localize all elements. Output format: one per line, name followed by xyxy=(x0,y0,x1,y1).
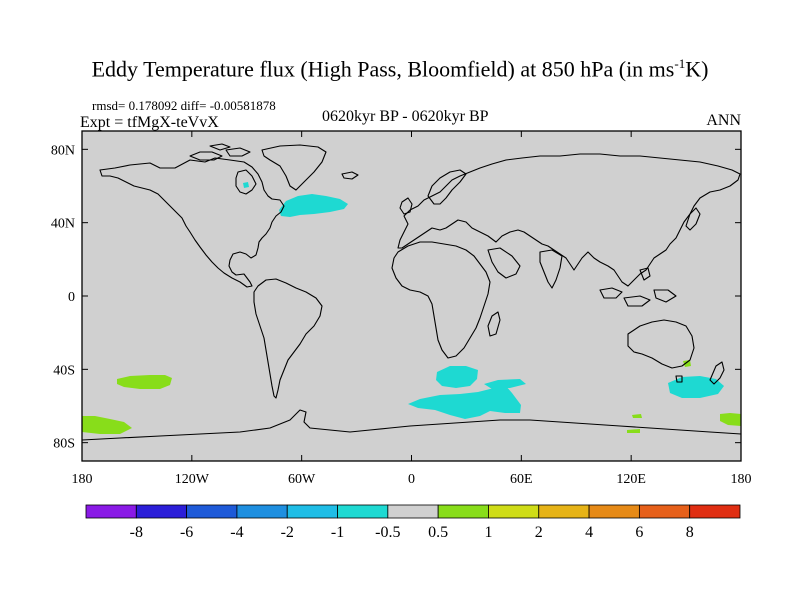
title-tail: K) xyxy=(685,56,709,82)
coast-se-asia-islands xyxy=(599,267,677,307)
colorbar-box xyxy=(135,504,188,519)
coast-africa xyxy=(391,241,491,359)
season-label: ANN xyxy=(706,112,741,129)
period-label: 0620kyr BP - 0620kyr BP xyxy=(322,108,489,125)
colorbar-label: 4 xyxy=(585,524,593,541)
anomaly-n-atlantic xyxy=(279,194,348,217)
statistics-text: rmsd= 0.178092 diff= -0.00581878 xyxy=(92,98,276,113)
coast-arctic-islands xyxy=(189,143,251,161)
map-background xyxy=(82,131,741,461)
lat-label: 40N xyxy=(51,217,75,232)
colorbar-box xyxy=(689,504,741,519)
coast-new-zealand xyxy=(709,361,725,385)
colorbar-box xyxy=(186,504,238,519)
latitude-axis: 80N 40N 0 40S 80S xyxy=(51,143,741,452)
colorbar-label: 2 xyxy=(535,524,543,541)
colorbar-box xyxy=(638,504,691,519)
anomaly-e-australia xyxy=(683,360,691,367)
lon-label: 0 xyxy=(408,472,415,487)
coast-madagascar xyxy=(487,311,501,337)
lat-label: 0 xyxy=(68,290,75,305)
title-exponent: -1 xyxy=(674,56,686,71)
plot-title: Eddy Temperature flux (High Pass, Bloomf… xyxy=(0,56,800,82)
colorbar-box xyxy=(286,504,338,519)
title-main: Eddy Temperature flux (High Pass, Bloomf… xyxy=(91,56,675,82)
lon-label: 180 xyxy=(72,472,93,487)
colorbar-box xyxy=(437,504,489,519)
anomaly-southern-ocean xyxy=(408,385,521,419)
lon-label: 180 xyxy=(731,472,752,487)
anomaly-tasman xyxy=(720,413,741,426)
coast-india xyxy=(539,249,563,289)
coast-hudson-bay xyxy=(235,169,257,195)
coast-arabia xyxy=(487,247,521,279)
coast-antarctica xyxy=(81,409,742,441)
colorbar: -8 -6 -4 -2 -1 -0.5 0.5 1 2 4 6 8 xyxy=(85,504,741,541)
colorbar-label: -4 xyxy=(230,524,243,541)
coastlines xyxy=(81,143,742,441)
colorbar-box xyxy=(85,504,137,519)
lat-label: 80S xyxy=(53,437,75,452)
lon-label: 60E xyxy=(510,472,533,487)
colorbar-box xyxy=(387,504,439,519)
anomaly-sc-atlantic-small xyxy=(484,379,526,389)
coast-greenland xyxy=(261,144,327,191)
colorbar-box xyxy=(337,504,389,519)
coast-tasmania xyxy=(675,375,683,383)
coast-eurasia xyxy=(397,153,741,287)
anomaly-se-pacific xyxy=(82,416,132,434)
colorbar-label: -0.5 xyxy=(375,524,400,541)
lon-label: 120E xyxy=(616,472,646,487)
lat-label: 80N xyxy=(51,143,75,158)
lon-label: 60W xyxy=(288,472,316,487)
coast-scandinavia xyxy=(427,169,467,205)
coast-japan xyxy=(685,207,701,231)
colorbar-label: -6 xyxy=(180,524,193,541)
colorbar-label: 8 xyxy=(686,524,694,541)
lat-label: 40S xyxy=(53,363,75,378)
coast-iceland xyxy=(341,171,359,180)
colorbar-box xyxy=(488,504,540,519)
coast-north-america xyxy=(99,157,285,288)
experiment-label: Expt = tfMgX-teVvX xyxy=(80,114,219,131)
longitude-axis: 180 120W 60W 0 60E 120E 180 xyxy=(72,131,752,487)
lon-label: 120W xyxy=(175,472,210,487)
anomaly-antarctic-120e xyxy=(632,414,642,418)
coast-south-america xyxy=(253,278,323,399)
coast-australia xyxy=(627,319,695,369)
colorbar-label: -1 xyxy=(331,524,344,541)
anomaly-s-pacific xyxy=(117,375,172,389)
colorbar-label: 1 xyxy=(484,524,492,541)
colorbar-box xyxy=(236,504,288,519)
anomaly-s-atlantic xyxy=(436,366,478,388)
coast-british-isles xyxy=(399,197,413,215)
anomaly-hudson xyxy=(243,182,249,188)
colorbar-label: -2 xyxy=(281,524,294,541)
colorbar-label: 0.5 xyxy=(428,524,448,541)
colorbar-box xyxy=(538,504,590,519)
colorbar-box xyxy=(588,504,640,519)
colorbar-label: -8 xyxy=(130,524,143,541)
anomaly-antarctic-120e-2 xyxy=(627,429,640,433)
colorbar-label: 6 xyxy=(635,524,643,541)
anomaly-layer xyxy=(82,182,741,434)
